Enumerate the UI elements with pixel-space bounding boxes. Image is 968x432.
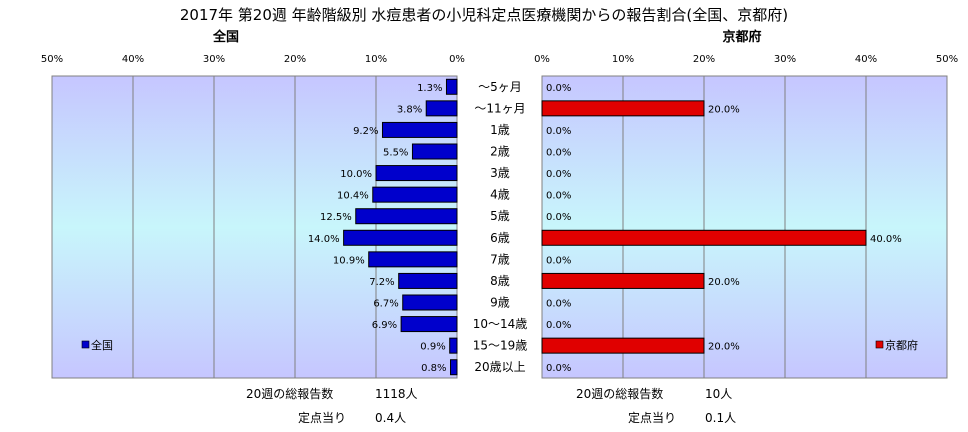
data-label-national: 10.4% [337,191,369,202]
data-label-national: 0.9% [420,342,445,353]
x-tick-label-national: 40% [122,54,144,65]
category-label: 7歳 [490,252,510,266]
plot-area-kyoto [541,75,948,379]
legend-label-national: 全国 [91,338,113,352]
category-label: 10～14歳 [473,317,528,331]
category-label: 3歳 [490,166,510,180]
legend-label-kyoto: 京都府 [885,338,918,352]
data-label-kyoto: 0.0% [546,83,571,94]
category-label: 4歳 [490,188,510,202]
panel-title-kyoto: 京都府 [722,29,761,45]
category-label: 15～19歳 [473,339,528,353]
bar-kyoto [541,100,705,117]
category-label: 6歳 [490,231,510,245]
data-label-kyoto: 20.0% [708,104,740,115]
category-label: 2歳 [490,145,510,159]
x-tick-label-kyoto: 30% [774,54,796,65]
bar-national [398,272,458,289]
data-label-kyoto: 0.0% [546,212,571,223]
bar-national [450,359,458,376]
category-label: ～11ヶ月 [474,101,525,115]
data-label-kyoto: 0.0% [546,126,571,137]
category-label: ～5ヶ月 [478,80,522,94]
category-label: 9歳 [490,296,510,310]
footer-national-total-label: 20週の総報告数 [246,386,333,401]
data-label-national: 6.7% [373,299,398,310]
bar-national [449,337,458,354]
data-label-national: 0.8% [421,363,446,374]
footer-national-total-value: 1118人 [375,387,418,401]
bar-national [372,186,458,203]
data-label-national: 3.8% [397,104,422,115]
data-label-kyoto: 20.0% [708,277,740,288]
data-label-national: 14.0% [308,234,340,245]
data-label-national: 10.9% [333,255,365,266]
legend-swatch-kyoto [875,340,884,349]
bar-kyoto [541,337,705,354]
x-tick-label-kyoto: 50% [936,54,958,65]
footer-kyoto-per-value: 0.1人 [705,411,736,425]
footer-kyoto-per-label: 定点当り [628,410,676,425]
data-label-kyoto: 0.0% [546,148,571,159]
bar-national [411,143,458,160]
data-label-national: 5.5% [383,148,408,159]
x-tick-label-kyoto: 40% [855,54,877,65]
bar-national [368,251,458,268]
data-label-national: 9.2% [353,126,378,137]
footer-kyoto-total-label: 20週の総報告数 [576,386,663,401]
bar-kyoto [541,272,705,289]
bar-national [355,208,458,225]
panel-title-national: 全国 [212,29,239,45]
data-label-kyoto: 20.0% [708,342,740,353]
footer-national-per-value: 0.4人 [375,411,406,425]
data-label-kyoto: 0.0% [546,320,571,331]
x-tick-label-kyoto: 0% [534,54,550,65]
x-tick-label-national: 0% [449,54,465,65]
x-tick-label-national: 30% [203,54,225,65]
legend-swatch-national [81,340,90,349]
bar-national [375,165,458,182]
plot-area-national [51,75,458,379]
category-label: 5歳 [490,209,510,223]
category-label: 1歳 [490,123,510,137]
data-label-national: 10.0% [340,169,372,180]
x-tick-label-national: 50% [41,54,63,65]
category-label: 20歳以上 [474,360,525,374]
x-tick-label-kyoto: 10% [612,54,634,65]
data-label-national: 12.5% [320,212,352,223]
bar-national [402,294,458,311]
data-label-national: 6.9% [372,320,397,331]
footer-national-per-label: 定点当り [298,410,346,425]
data-label-kyoto: 0.0% [546,255,571,266]
data-label-kyoto: 0.0% [546,169,571,180]
x-tick-label-national: 20% [284,54,306,65]
bar-national [343,229,458,246]
x-tick-label-national: 10% [365,54,387,65]
data-label-kyoto: 0.0% [546,299,571,310]
data-label-kyoto: 40.0% [870,234,902,245]
bar-kyoto [541,229,867,246]
x-tick-label-kyoto: 20% [693,54,715,65]
bar-national [445,78,458,95]
data-label-kyoto: 0.0% [546,191,571,202]
data-label-national: 1.3% [417,83,442,94]
data-label-national: 7.2% [369,277,394,288]
footer-kyoto-total-value: 10人 [705,387,732,401]
category-label: 8歳 [490,274,510,288]
data-label-kyoto: 0.0% [546,363,571,374]
chart-title: 2017年 第20週 年齢階級別 水痘患者の小児科定点医療機関からの報告割合(全… [180,6,788,24]
bar-national [425,100,458,117]
bar-national [400,316,458,333]
bar-national [381,121,458,138]
